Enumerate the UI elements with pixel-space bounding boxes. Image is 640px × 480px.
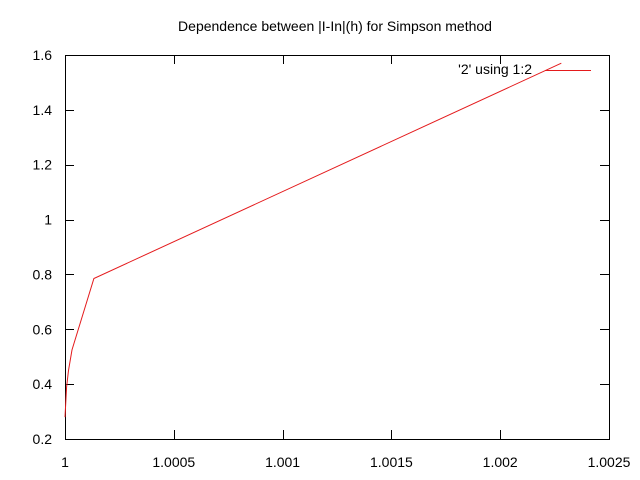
y-tick-label: 1.2 — [33, 157, 53, 173]
x-tick-label: 1.002 — [483, 454, 518, 470]
y-tick-label: 0.4 — [33, 376, 53, 392]
x-tick-label: 1.0005 — [152, 454, 195, 470]
legend: '2' using 1:2 — [458, 61, 591, 77]
series-layer — [64, 62, 562, 418]
chart-title: Dependence between |I-In|(h) for Simpson… — [178, 18, 492, 34]
x-tick-label: 1.0025 — [588, 454, 631, 470]
y-tick-label: 1 — [44, 212, 52, 228]
y-axis: 0.2 0.4 0.6 0.8 1 1.2 1.4 1.6 — [33, 47, 609, 447]
x-axis: 1 1.0005 1.001 1.0015 1.002 1.0025 — [61, 55, 631, 470]
y-tick-label: 1.6 — [33, 47, 53, 63]
legend-label: '2' using 1:2 — [458, 61, 532, 77]
y-tick-label: 1.4 — [33, 102, 53, 118]
plot-border — [65, 55, 610, 440]
x-tick-label: 1 — [61, 454, 69, 470]
x-tick-label: 1.001 — [265, 454, 300, 470]
series-line — [64, 62, 562, 418]
y-tick-label: 0.2 — [33, 431, 53, 447]
x-tick-label: 1.0015 — [370, 454, 413, 470]
y-tick-label: 0.8 — [33, 266, 53, 282]
y-tick-label: 0.6 — [33, 321, 53, 337]
